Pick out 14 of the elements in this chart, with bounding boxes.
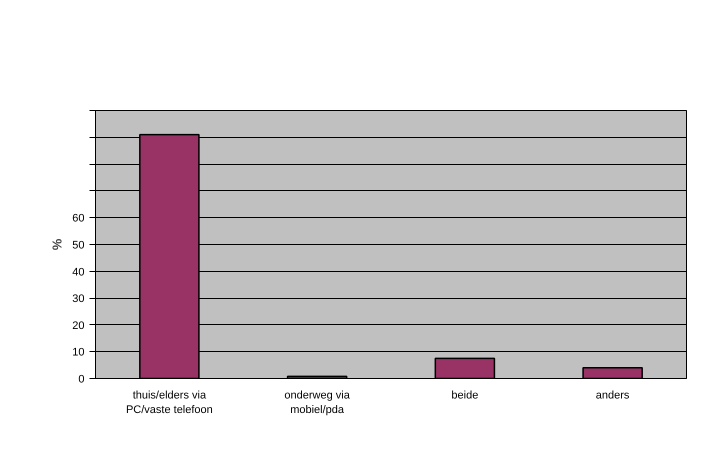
y-tick-label: 0 — [78, 374, 85, 386]
y-tick-label: 20 — [72, 320, 85, 332]
y-tick-label: 50 — [72, 240, 85, 252]
y-tick-label: 60 — [72, 212, 85, 225]
y-tick-label: 40 — [72, 266, 85, 278]
y-axis-title: % — [49, 238, 64, 250]
bar — [434, 358, 496, 378]
bar — [582, 367, 643, 378]
x-tick-label: anders — [596, 390, 630, 402]
y-tick-label: 10 — [72, 346, 85, 359]
x-tick-label: thuis/elders via PC/vaste telefoon — [126, 390, 213, 416]
x-tick-label: beide — [451, 390, 478, 402]
x-tick-label: onderweg via mobiel/pda — [284, 390, 351, 416]
y-tick-label: 30 — [72, 293, 85, 306]
